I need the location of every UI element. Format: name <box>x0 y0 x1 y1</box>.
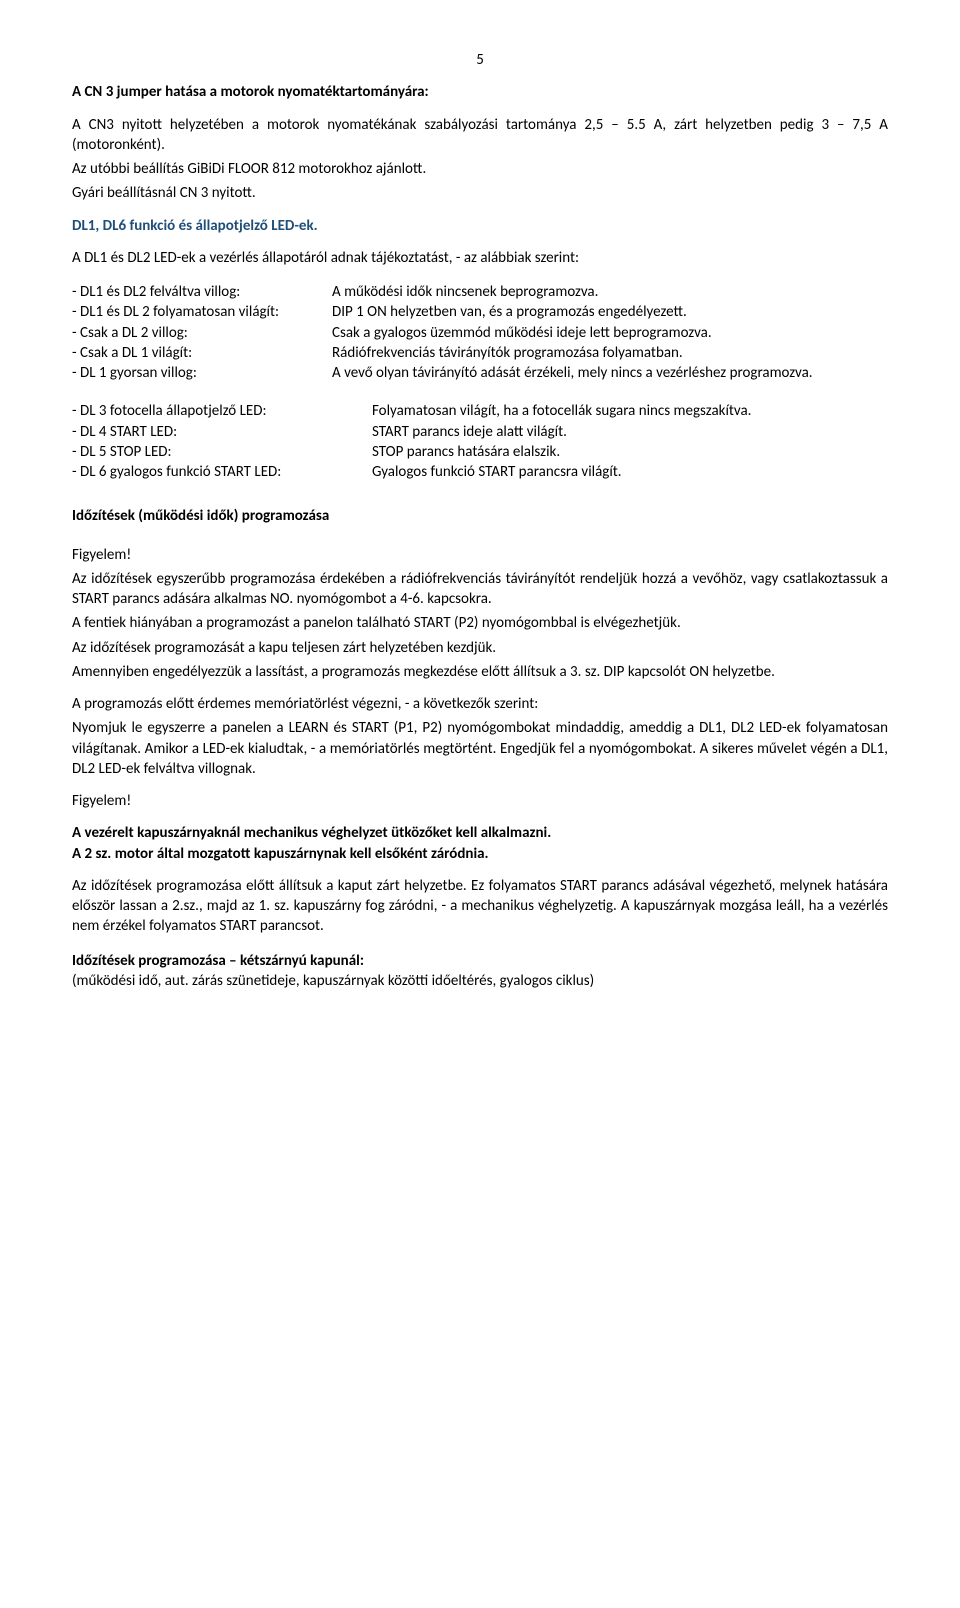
section-c-bold1: A vezérelt kapuszárnyaknál mechanikus vé… <box>72 823 888 843</box>
def-value: START parancs ideje alatt világít. <box>332 422 888 442</box>
attention-2: Figyelem! <box>72 791 888 811</box>
def-row: - Csak a DL 2 villog:Csak a gyalogos üze… <box>72 323 888 343</box>
def-value: A vevő olyan távirányító adását érzékeli… <box>332 363 888 383</box>
def-label: - DL 1 gyorsan villog: <box>72 363 332 383</box>
def-value: Folyamatosan világít, ha a fotocellák su… <box>332 401 888 421</box>
def-value: A működési idők nincsenek beprogramozva. <box>332 282 888 302</box>
page-number: 5 <box>72 50 888 70</box>
def-value: DIP 1 ON helyzetben van, és a programozá… <box>332 302 888 322</box>
section-d-heading: Időzítések programozása – kétszárnyú kap… <box>72 951 888 971</box>
section-a-p1: A CN3 nyitott helyzetében a motorok nyom… <box>72 115 888 156</box>
def-label: - DL 5 STOP LED: <box>72 442 332 462</box>
def-row: - DL 6 gyalogos funkció START LED:Gyalog… <box>72 462 888 482</box>
def-label: - DL 3 fotocella állapotjelző LED: <box>72 401 332 421</box>
section-c-bold2: A 2 sz. motor által mozgatott kapuszárny… <box>72 844 888 864</box>
def-group-1: - DL1 és DL2 felváltva villog:A működési… <box>72 282 888 383</box>
def-value: Csak a gyalogos üzemmód működési ideje l… <box>332 323 888 343</box>
def-row: - Csak a DL 1 világít:Rádiófrekvenciás t… <box>72 343 888 363</box>
section-c-p4: Amennyiben engedélyezzük a lassítást, a … <box>72 662 888 682</box>
def-row: - DL1 és DL 2 folyamatosan világít:DIP 1… <box>72 302 888 322</box>
def-group-2: - DL 3 fotocella állapotjelző LED:Folyam… <box>72 401 888 482</box>
def-row: - DL 3 fotocella állapotjelző LED:Folyam… <box>72 401 888 421</box>
def-row: - DL 4 START LED:START parancs ideje ala… <box>72 422 888 442</box>
def-row: - DL1 és DL2 felváltva villog:A működési… <box>72 282 888 302</box>
def-label: - DL1 és DL 2 folyamatosan világít: <box>72 302 332 322</box>
section-d-sub: (működési idő, aut. zárás szünetideje, k… <box>72 971 888 991</box>
def-label: - Csak a DL 1 világít: <box>72 343 332 363</box>
section-b-heading: DL1, DL6 funkció és állapotjelző LED-ek. <box>72 216 888 236</box>
def-label: - DL 6 gyalogos funkció START LED: <box>72 462 332 482</box>
def-row: - DL 5 STOP LED:STOP parancs hatására el… <box>72 442 888 462</box>
def-value: Gyalogos funkció START parancsra világít… <box>332 462 888 482</box>
section-a-p3: Gyári beállításnál CN 3 nyitott. <box>72 183 888 203</box>
section-a-heading: A CN 3 jumper hatása a motorok nyomatékt… <box>72 82 888 102</box>
section-c-p3: Az időzítések programozását a kapu telje… <box>72 638 888 658</box>
def-label: - Csak a DL 2 villog: <box>72 323 332 343</box>
section-c-p7: Az időzítések programozása előtt állítsu… <box>72 876 888 937</box>
def-value: STOP parancs hatására elalszik. <box>332 442 888 462</box>
attention-1: Figyelem! <box>72 545 888 565</box>
section-c-p5: A programozás előtt érdemes memóriatörlé… <box>72 694 888 714</box>
section-c-heading: Időzítések (működési idők) programozása <box>72 506 888 526</box>
def-row: - DL 1 gyorsan villog:A vevő olyan távir… <box>72 363 888 383</box>
def-value: Rádiófrekvenciás távirányítók programozá… <box>332 343 888 363</box>
def-label: - DL1 és DL2 felváltva villog: <box>72 282 332 302</box>
section-b-intro: A DL1 és DL2 LED-ek a vezérlés állapotár… <box>72 248 888 268</box>
def-label: - DL 4 START LED: <box>72 422 332 442</box>
section-c-p2: A fentiek hiányában a programozást a pan… <box>72 613 888 633</box>
section-c-p6: Nyomjuk le egyszerre a panelen a LEARN é… <box>72 718 888 779</box>
section-a-p2: Az utóbbi beállítás GiBiDi FLOOR 812 mot… <box>72 159 888 179</box>
section-c-p1: Az időzítések egyszerűbb programozása ér… <box>72 569 888 610</box>
